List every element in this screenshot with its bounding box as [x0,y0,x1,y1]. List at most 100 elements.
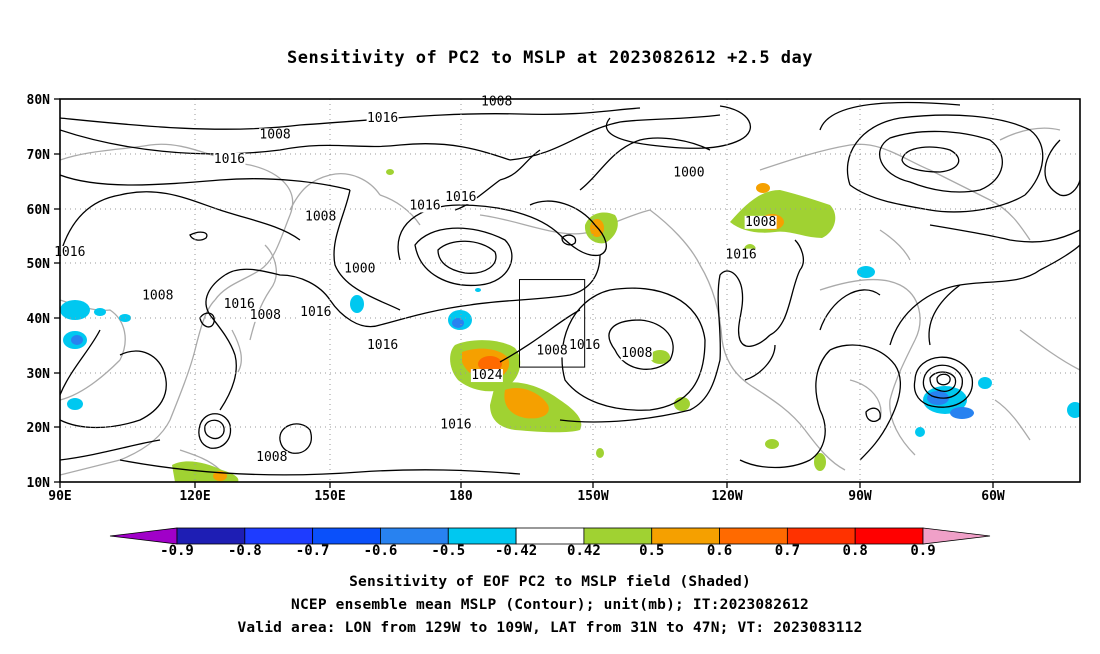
valid-area-box [518,279,586,368]
contour-label: 1016 [54,245,85,260]
colorbar-label: -0.7 [295,543,330,559]
contour-label-bg [255,451,288,465]
lat-label: 20N [27,421,51,436]
colorbar-segment [719,527,788,545]
lon-label: 120W [711,489,742,504]
colorbar-segment [380,527,449,545]
contour-label-bg [249,308,282,322]
lon-label: 150E [314,489,345,504]
colorbar-label: 0.6 [706,543,733,559]
contour-label: 1016 [725,248,756,263]
contour-label: 1000 [673,166,704,181]
contour-label-bg [304,210,337,224]
lat-axis-labels: 80N 70N 60N 50N 40N 30N 20N 10N [27,93,51,491]
contour-label-bg [343,262,376,276]
colorbar-label: -0.5 [431,543,466,559]
contour-label: 1016 [214,152,245,167]
contour-label-bg [672,166,705,180]
lon-label: 90E [48,489,71,504]
colorbar-segment [447,527,517,545]
tick-marks [54,98,994,488]
colorbar-label: 0.42 [567,543,601,559]
contour-label-bg [620,347,653,361]
contour-label-bg [470,369,503,383]
contour-label: 1008 [481,94,512,109]
contour-label-bg [223,297,256,311]
lat-label: 50N [27,257,51,272]
contour-label-bg [744,215,777,229]
contour-label: 1016 [300,305,331,320]
lon-label: 60W [981,489,1005,504]
colorbar-segment [786,527,856,545]
lat-label: 40N [27,312,51,327]
contour-label-bg [536,344,569,358]
contour-label: 1008 [259,127,290,142]
colorbar-segment [854,527,924,545]
contour-label: 1008 [256,450,287,465]
colorbar-segment [244,527,314,545]
contour-label-bg [725,248,758,262]
contour-label-bg [408,199,441,213]
colorbar-segment [109,527,178,545]
contour-label-bg [53,245,86,259]
lon-label: 120E [179,489,210,504]
caption-line-1: Sensitivity of EOF PC2 to MSLP field (Sh… [349,574,751,590]
lat-label: 70N [27,148,51,163]
contour-label: 1008 [305,209,336,224]
lat-label: 80N [27,93,51,108]
contour-label: 1008 [142,289,173,304]
sensitivity-shading [60,169,1080,482]
contour-label: 1016 [224,297,255,312]
plot-frame [59,98,1081,483]
lon-label: 90W [848,489,872,504]
colorbar-label: 0.7 [774,543,801,559]
colorbar [109,527,991,545]
colorbar-segment [651,527,720,545]
contour-label: 1024 [471,368,502,383]
contour-label-bg [259,128,292,142]
contour-label: 1008 [250,308,281,323]
contour-label: 1008 [536,343,567,358]
caption-line-2: NCEP ensemble mean MSLP (Contour); unit(… [291,597,809,613]
contour-labels: 1008101610161008100010081016101610081016… [53,94,777,465]
contour-label-bg [439,418,472,432]
contour-label: 1016 [409,198,440,213]
colorbar-segment [312,527,381,545]
colorbar-label: -0.42 [495,543,538,559]
colorbar-label: -0.6 [363,543,398,559]
colorbar-label: 0.5 [639,543,665,559]
contour-label-bg [366,338,399,352]
colorbar-segment [515,527,585,545]
lat-label: 10N [27,476,51,491]
lat-label: 60N [27,203,51,218]
contour-label: 1000 [344,261,375,276]
lon-axis-labels: 90E 120E 150E 180 150W 120W 90W 60W [48,489,1005,504]
contour-label-bg [366,111,399,125]
colorbar-label: 0.8 [842,543,868,559]
colorbar-label: -0.9 [160,543,194,559]
lon-label: 180 [449,489,473,504]
contour-label: 1016 [367,338,398,353]
contour-label: 1008 [745,215,776,230]
contour-label: 1016 [440,417,471,432]
caption-line-3: Valid area: LON from 129W to 109W, LAT f… [237,620,863,636]
colorbar-labels: -0.9 -0.8 -0.7 -0.6 -0.5 -0.42 0.42 0.5 0.6 0.7 0.… [0,543,1100,561]
contour-label-bg [213,152,246,166]
contour-label: 1016 [367,111,398,126]
colorbar-segment [583,527,653,545]
contour-label: 1016 [445,190,476,205]
contour-label-bg [299,306,332,320]
colorbar-label: 0.9 [910,543,936,559]
colorbar-label: -0.8 [227,543,262,559]
colorbar-segment [176,527,246,545]
contour-label-bg [141,289,174,303]
mslp-contours [60,101,1080,476]
lon-label: 150W [577,489,608,504]
contour-label-bg [444,191,477,205]
contour-label: 1008 [621,346,652,361]
colorbar-segment [922,527,991,545]
map-title: Sensitivity of PC2 to MSLP at 2023082612… [286,48,813,68]
lat-label: 30N [27,367,51,382]
